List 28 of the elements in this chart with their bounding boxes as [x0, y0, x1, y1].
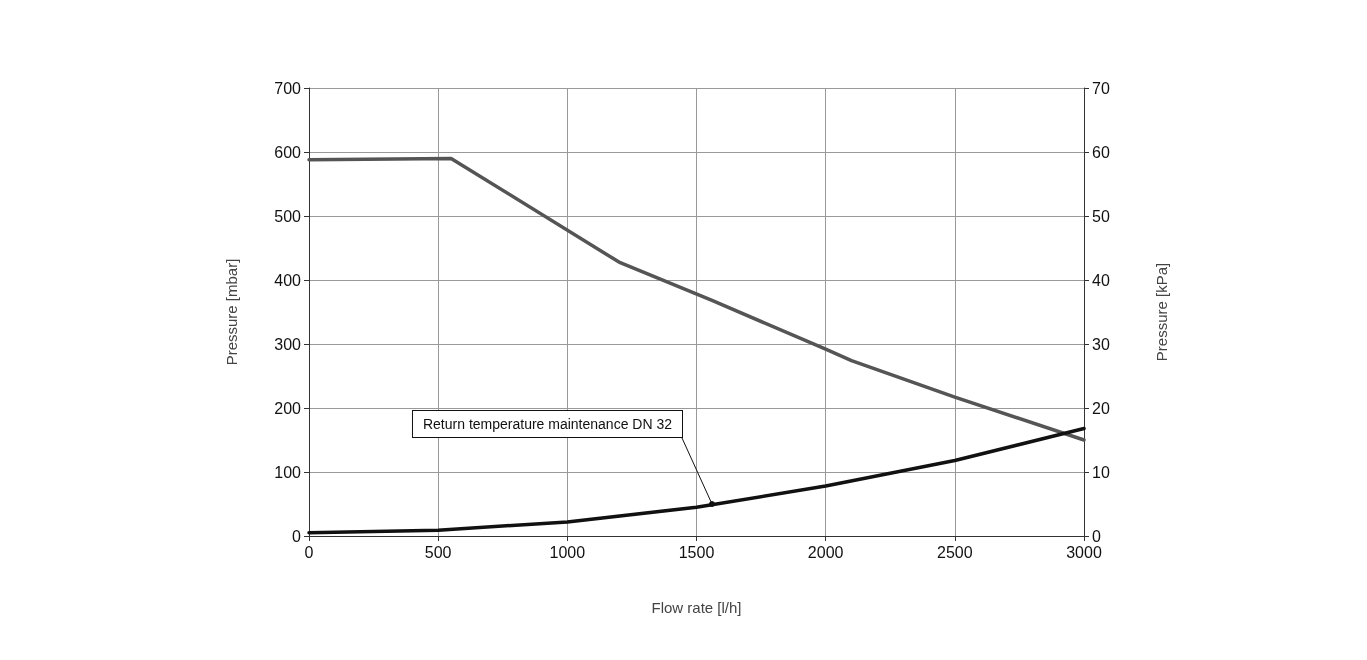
line-series: [307, 156, 1086, 442]
y2-axis-title: Pressure [kPa]: [1153, 262, 1170, 362]
y2-tick-label: 40: [1092, 271, 1110, 289]
annotation: Return temperature maintenance DN 32: [422, 416, 673, 432]
y-tick-label: 600: [274, 143, 302, 161]
y2-tick-label: 10: [1092, 463, 1110, 481]
y-tick-label: 400: [274, 271, 302, 289]
x-tick-label: 2000: [807, 543, 844, 561]
x-tick-label: 1000: [549, 543, 586, 561]
y2-tick-label: 0: [1092, 527, 1101, 545]
y-tick-label: 300: [274, 335, 302, 353]
x-tick-label: 0: [304, 543, 314, 561]
x-tick-label: 2500: [937, 543, 973, 561]
y-tick-label: 700: [274, 79, 302, 97]
x-tick-label: 1500: [678, 543, 715, 561]
y2-tick-label: 30: [1092, 335, 1110, 353]
x-tick-label: 3000: [1066, 543, 1102, 561]
x-tick-label: 500: [424, 543, 452, 561]
y2-tick-label: 70: [1092, 79, 1110, 97]
y-axis-title: Pressure [mbar]: [223, 258, 240, 366]
y-tick-label: 0: [292, 527, 302, 545]
x-axis-title: Flow rate [l/h]: [651, 599, 742, 616]
y2-tick-label: 60: [1092, 143, 1110, 161]
y2-tick-label: 50: [1092, 207, 1110, 225]
y-tick-label: 200: [274, 399, 302, 417]
y-tick-label: 500: [274, 207, 302, 225]
y-tick-label: 100: [274, 463, 302, 481]
y2-tick-label: 20: [1092, 399, 1110, 417]
